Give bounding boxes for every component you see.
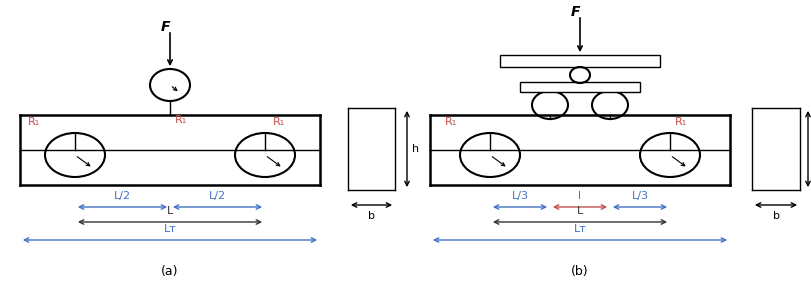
- Text: L: L: [167, 206, 173, 216]
- Text: h: h: [412, 144, 419, 154]
- Text: L/2: L/2: [114, 191, 131, 201]
- Text: R₁: R₁: [28, 117, 40, 127]
- Text: F: F: [161, 20, 169, 34]
- Text: R₁: R₁: [675, 117, 687, 127]
- Bar: [520, 82, 640, 92]
- Text: Lᴛ: Lᴛ: [573, 224, 586, 234]
- Text: b: b: [368, 211, 375, 221]
- Text: L/3: L/3: [632, 191, 649, 201]
- Text: Lᴛ: Lᴛ: [164, 224, 176, 234]
- Text: (b): (b): [571, 265, 589, 278]
- Text: R₁: R₁: [175, 115, 187, 125]
- Text: (a): (a): [161, 265, 178, 278]
- Text: F: F: [570, 5, 580, 19]
- Text: L: L: [577, 206, 583, 216]
- Text: l: l: [578, 191, 581, 201]
- Text: L/3: L/3: [512, 191, 529, 201]
- Text: b: b: [773, 211, 779, 221]
- Text: R₁: R₁: [444, 117, 457, 127]
- Text: R₁: R₁: [273, 117, 285, 127]
- Text: L/2: L/2: [209, 191, 226, 201]
- Bar: [500, 55, 660, 67]
